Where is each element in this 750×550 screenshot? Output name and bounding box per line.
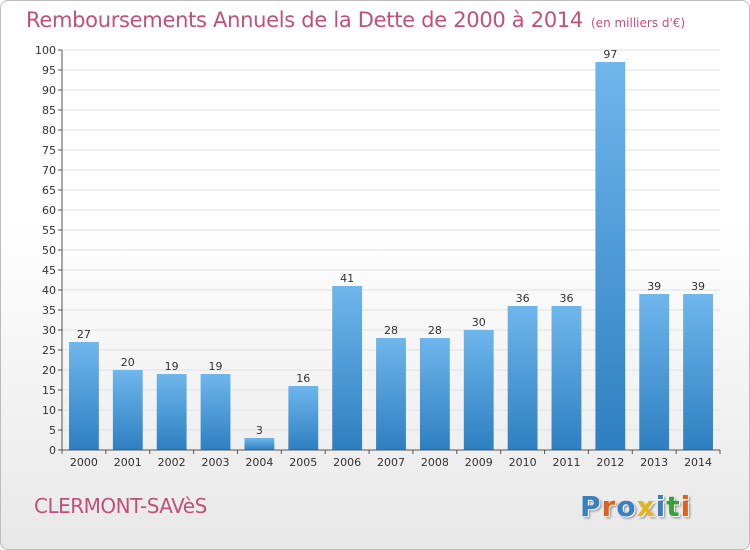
y-tick-label: 50 — [42, 244, 56, 257]
y-tick-label: 75 — [42, 144, 56, 157]
bar-2009 — [463, 330, 494, 450]
bar-2014 — [683, 294, 713, 450]
x-tick-label: 2000 — [70, 456, 98, 469]
bar-value-label: 28 — [384, 324, 398, 337]
place-name: CLERMONT-SAVèS — [34, 494, 207, 518]
x-tick-label: 2012 — [596, 456, 624, 469]
bar-2005 — [288, 386, 319, 450]
y-tick-label: 35 — [42, 304, 56, 317]
bar-2001 — [112, 370, 143, 450]
x-tick-label: 2005 — [289, 456, 317, 469]
x-tick-label: 2001 — [114, 456, 142, 469]
y-tick-label: 5 — [49, 424, 56, 437]
bar-2004 — [244, 438, 275, 450]
bar-value-label: 30 — [472, 316, 486, 329]
bar-value-label: 3 — [256, 424, 263, 437]
y-tick-label: 90 — [42, 84, 56, 97]
y-tick-label: 25 — [42, 344, 56, 357]
bar-2003 — [200, 374, 231, 450]
y-tick-label: 20 — [42, 364, 56, 377]
bar-value-label: 28 — [428, 324, 442, 337]
bar-value-label: 27 — [77, 328, 91, 341]
bar-2013 — [639, 294, 670, 450]
logo-letter: P — [580, 490, 602, 523]
y-tick-label: 0 — [49, 444, 56, 457]
logo-letter: o — [616, 490, 637, 523]
bar-2007 — [376, 338, 406, 450]
bar-value-label: 19 — [165, 360, 179, 373]
y-tick-label: 65 — [42, 184, 56, 197]
bar-value-label: 19 — [209, 360, 223, 373]
y-tick-label: 10 — [42, 404, 56, 417]
logo-letter: r — [601, 490, 617, 523]
bar-2006 — [332, 286, 363, 450]
y-tick-label: 45 — [42, 264, 56, 277]
bar-value-label: 36 — [516, 292, 530, 305]
bar-value-label: 39 — [647, 280, 661, 293]
bar-value-label: 16 — [296, 372, 310, 385]
y-tick-label: 60 — [42, 204, 56, 217]
y-tick-label: 15 — [42, 384, 56, 397]
bar-2012 — [595, 62, 626, 450]
logo-letter: i — [680, 490, 692, 523]
y-axis: 0 5 10 15 20 25 30 35 40 45 50 55 60 65 70 75 80 85 90 95 10… — [35, 44, 63, 457]
x-tick-label: 2002 — [158, 456, 186, 469]
bar-2008 — [419, 338, 450, 450]
proxiti-logo: Proxiti — [580, 490, 691, 523]
bar-2000 — [69, 342, 99, 450]
y-tick-label: 40 — [42, 284, 56, 297]
x-tick-label: 2006 — [333, 456, 361, 469]
y-tick-label: 30 — [42, 324, 56, 337]
x-tick-label: 2009 — [465, 456, 493, 469]
x-tick-label: 2011 — [552, 456, 580, 469]
bars: 27 20 19 19 3 16 41 28 28 30 36 36 97 39 39 — [69, 48, 713, 450]
bar-2011 — [551, 306, 582, 450]
x-tick-label: 2003 — [202, 456, 230, 469]
x-tick-label: 2010 — [509, 456, 537, 469]
bar-2010 — [507, 306, 538, 450]
chart-title-text: Remboursements Annuels de la Dette de 20… — [26, 8, 583, 32]
x-tick-label: 2004 — [245, 456, 273, 469]
chart-title: Remboursements Annuels de la Dette de 20… — [26, 8, 685, 32]
y-tick-label: 95 — [42, 64, 56, 77]
logo-letter: x — [636, 490, 656, 523]
y-tick-label: 70 — [42, 164, 56, 177]
x-tick-label: 2008 — [421, 456, 449, 469]
bar-value-label: 20 — [121, 356, 135, 369]
x-tick-label: 2013 — [640, 456, 668, 469]
bar-value-label: 39 — [691, 280, 705, 293]
y-tick-label: 80 — [42, 124, 56, 137]
y-tick-label: 55 — [42, 224, 56, 237]
x-tick-label: 2014 — [684, 456, 712, 469]
x-tick-label: 2007 — [377, 456, 405, 469]
logo-letter: t — [666, 490, 681, 523]
bar-value-label: 41 — [340, 272, 354, 285]
logo-letter: i — [655, 490, 667, 523]
bar-2002 — [156, 374, 187, 450]
x-axis: 2000 2001 2002 2003 2004 2005 2006 2007 2008 2009… — [61, 449, 721, 469]
bar-value-label: 97 — [603, 48, 617, 61]
y-tick-label: 100 — [35, 44, 56, 57]
y-tick-label: 85 — [42, 104, 56, 117]
bar-value-label: 36 — [559, 292, 573, 305]
chart-unit: (en milliers d'€) — [591, 16, 686, 30]
